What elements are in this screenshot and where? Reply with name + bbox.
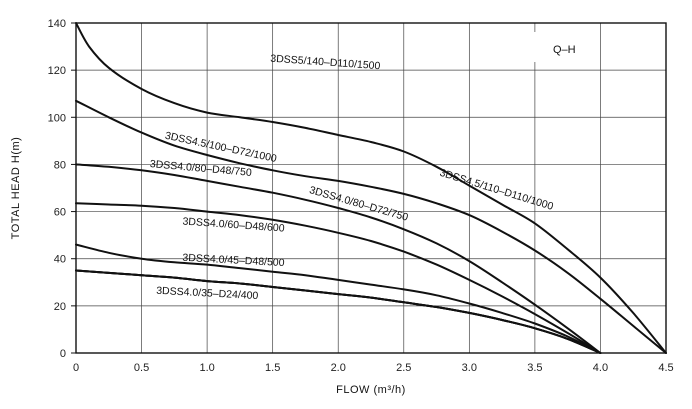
chart-curve-labels: 3DSS5/140–D110/1500 3DSS4.5/110–D110/1000… bbox=[149, 53, 554, 302]
chart-grid bbox=[71, 22, 667, 354]
x-tick-label: 0 bbox=[73, 362, 79, 374]
qh-curve bbox=[75, 163, 602, 354]
curve-label: 3DSS4.0/80–D48/750 bbox=[149, 158, 252, 179]
x-tick-label: 2.5 bbox=[396, 362, 411, 374]
y-tick-label: 60 bbox=[54, 207, 66, 219]
legend-text: Q–H bbox=[553, 44, 576, 56]
curve-label: 3DSS5/140–D110/1500 bbox=[270, 53, 381, 73]
y-tick-label: 20 bbox=[54, 301, 66, 313]
y-tick-label: 120 bbox=[48, 65, 66, 77]
qh-curve bbox=[75, 99, 667, 354]
x-tick-label: 1.5 bbox=[265, 362, 280, 374]
qh-curve bbox=[75, 269, 602, 354]
x-tick-label: 4.0 bbox=[593, 362, 608, 374]
x-tick-label: 4.5 bbox=[658, 362, 673, 374]
x-tick-label: 3.0 bbox=[462, 362, 477, 374]
plot-frame bbox=[75, 22, 667, 354]
chart-curves bbox=[75, 22, 667, 354]
qh-curve bbox=[75, 202, 602, 354]
qh-curve bbox=[75, 22, 667, 354]
y-tick-label: 0 bbox=[60, 348, 66, 360]
y-tick-label: 100 bbox=[48, 112, 66, 124]
chart-tick-labels: 0 0.5 1.0 1.5 2.0 2.5 3.0 3.5 4.0 4.5 0 20 40 60 80 100… bbox=[48, 18, 674, 374]
y-axis-label: TOTAL HEAD H(m) bbox=[10, 137, 22, 240]
y-tick-label: 140 bbox=[48, 18, 66, 30]
y-tick-label: 40 bbox=[54, 254, 66, 266]
legend-box: Q–H bbox=[530, 32, 590, 62]
y-tick-label: 80 bbox=[54, 159, 66, 171]
curve-label: 3DSS4.5/110–D110/1000 bbox=[438, 167, 555, 213]
curve-label: 3DSS4.0/45–D48/500 bbox=[182, 252, 285, 269]
curve-label: 3DSS4.0/35–D24/400 bbox=[156, 285, 259, 302]
qh-curve bbox=[75, 243, 602, 354]
x-tick-label: 0.5 bbox=[134, 362, 149, 374]
legend-box-frame bbox=[530, 32, 590, 62]
x-tick-label: 2.0 bbox=[331, 362, 346, 374]
x-tick-label: 1.0 bbox=[199, 362, 214, 374]
x-tick-label: 3.5 bbox=[527, 362, 542, 374]
x-axis-label: FLOW (m³/h) bbox=[336, 384, 406, 396]
